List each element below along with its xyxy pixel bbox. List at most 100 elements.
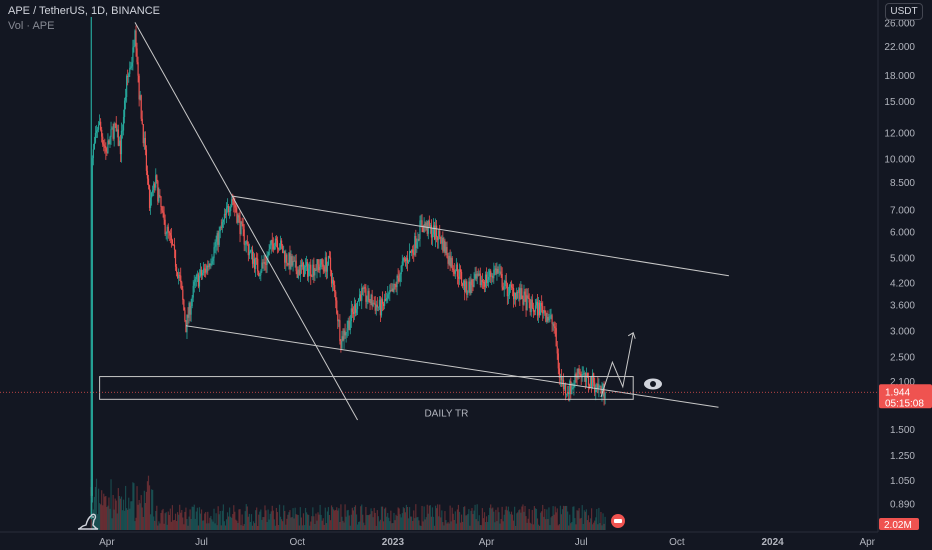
candle-body — [114, 123, 116, 125]
candle-body — [291, 256, 293, 266]
candle-body — [579, 373, 581, 375]
volume-bar — [571, 521, 573, 530]
volume-bar — [224, 525, 227, 530]
drawings[interactable]: DAILY TR — [99, 22, 729, 528]
candle-body — [322, 264, 324, 267]
candle-body — [356, 301, 359, 310]
volume-bar — [114, 498, 116, 530]
candle-body — [361, 288, 363, 301]
candle-body — [293, 260, 295, 262]
volume-bar — [134, 521, 136, 530]
symbol-title[interactable]: APE / TetherUS, 1D, BINANCE — [8, 5, 161, 17]
last-price-tag — [879, 384, 932, 409]
volume-bar — [105, 496, 107, 530]
volume-bar — [567, 511, 569, 530]
dividend-flag-icon[interactable] — [611, 514, 625, 528]
candle-body — [287, 263, 289, 266]
volume-bar — [297, 515, 299, 530]
candle-body — [534, 305, 537, 312]
trendline[interactable] — [134, 22, 358, 421]
candles[interactable] — [90, 17, 606, 519]
candle-body — [537, 302, 540, 316]
volume-bar — [341, 516, 343, 530]
volume-bar — [140, 495, 142, 530]
last-volume-tag — [879, 518, 919, 530]
x-tick-label: Oct — [289, 537, 305, 548]
volume-bar — [498, 512, 500, 530]
trendline[interactable] — [231, 195, 729, 277]
volume-legend[interactable]: Vol · APE — [8, 20, 55, 32]
candle-body — [337, 313, 339, 322]
volume-bar — [427, 513, 429, 530]
volume-bar — [204, 513, 206, 530]
candle-body — [568, 392, 570, 395]
candle-body — [545, 311, 547, 322]
volume-bar — [359, 521, 361, 530]
candle-body — [174, 249, 177, 267]
candle-body — [95, 130, 98, 133]
candle-body — [325, 257, 327, 272]
candle-body — [270, 239, 272, 246]
candle-body — [368, 290, 370, 303]
candle-body — [505, 280, 507, 284]
volume-bar — [100, 504, 102, 530]
candle-body — [108, 140, 110, 144]
candle-body — [272, 243, 274, 250]
y-tick-label: 6.000 — [890, 228, 915, 239]
volume-bar — [244, 511, 246, 530]
volume-bar — [322, 518, 324, 530]
volume-bar — [520, 512, 522, 530]
volume-bar — [471, 508, 473, 530]
volume-bar — [502, 521, 504, 530]
trendline[interactable] — [185, 325, 719, 408]
candle-body — [222, 219, 224, 222]
candle-body — [562, 379, 565, 390]
volume-bar — [434, 505, 437, 530]
candle-body — [411, 249, 413, 253]
volume-bar — [206, 523, 208, 530]
volume-bar — [189, 509, 191, 530]
volume-bar — [384, 508, 386, 530]
range-rectangle[interactable] — [99, 376, 634, 400]
volume-bar — [472, 514, 474, 530]
candle-body — [574, 374, 576, 385]
volume-bar — [178, 514, 180, 530]
volume-bar — [350, 514, 352, 530]
candle-body — [311, 276, 313, 278]
tradingview-logo-icon[interactable] — [76, 511, 100, 531]
candle-body — [354, 304, 357, 313]
candle-body — [601, 389, 603, 394]
volume-bar — [234, 511, 236, 530]
volume-bar — [413, 510, 415, 530]
volume-bar — [223, 521, 226, 530]
price-axis[interactable]: 26.000 22.000 18.000 15.000 12.000 10.000 8.50… — [884, 18, 915, 533]
flag-icon-mark — [614, 519, 622, 523]
candle-body — [211, 261, 213, 264]
candle-body — [480, 280, 482, 286]
volume-bar — [293, 518, 295, 530]
volume-bar — [120, 496, 123, 530]
candle-body — [220, 227, 222, 228]
volume-bar — [561, 509, 564, 530]
candle-body — [585, 373, 587, 382]
candle-body — [502, 287, 504, 290]
eye-icon[interactable] — [644, 378, 662, 390]
volume-bar — [283, 505, 285, 530]
time-axis[interactable]: Apr Jul Oct 2023 Apr Jul Oct 2024 Apr — [99, 537, 876, 548]
candle-body — [273, 246, 275, 250]
candle-body — [109, 137, 111, 144]
candle-body — [492, 275, 494, 279]
volume-bar — [575, 524, 577, 530]
currency-button[interactable]: USDT — [885, 3, 923, 20]
candle-body — [227, 206, 230, 212]
volume-bar — [300, 517, 302, 530]
candle-body — [593, 373, 595, 383]
candle-body — [309, 264, 311, 269]
projection-path[interactable] — [600, 332, 634, 398]
candle-body — [265, 264, 267, 265]
volume-bar — [492, 507, 494, 530]
volume-bar — [451, 507, 453, 530]
volume-bar — [547, 519, 549, 530]
candle-body — [476, 273, 478, 279]
